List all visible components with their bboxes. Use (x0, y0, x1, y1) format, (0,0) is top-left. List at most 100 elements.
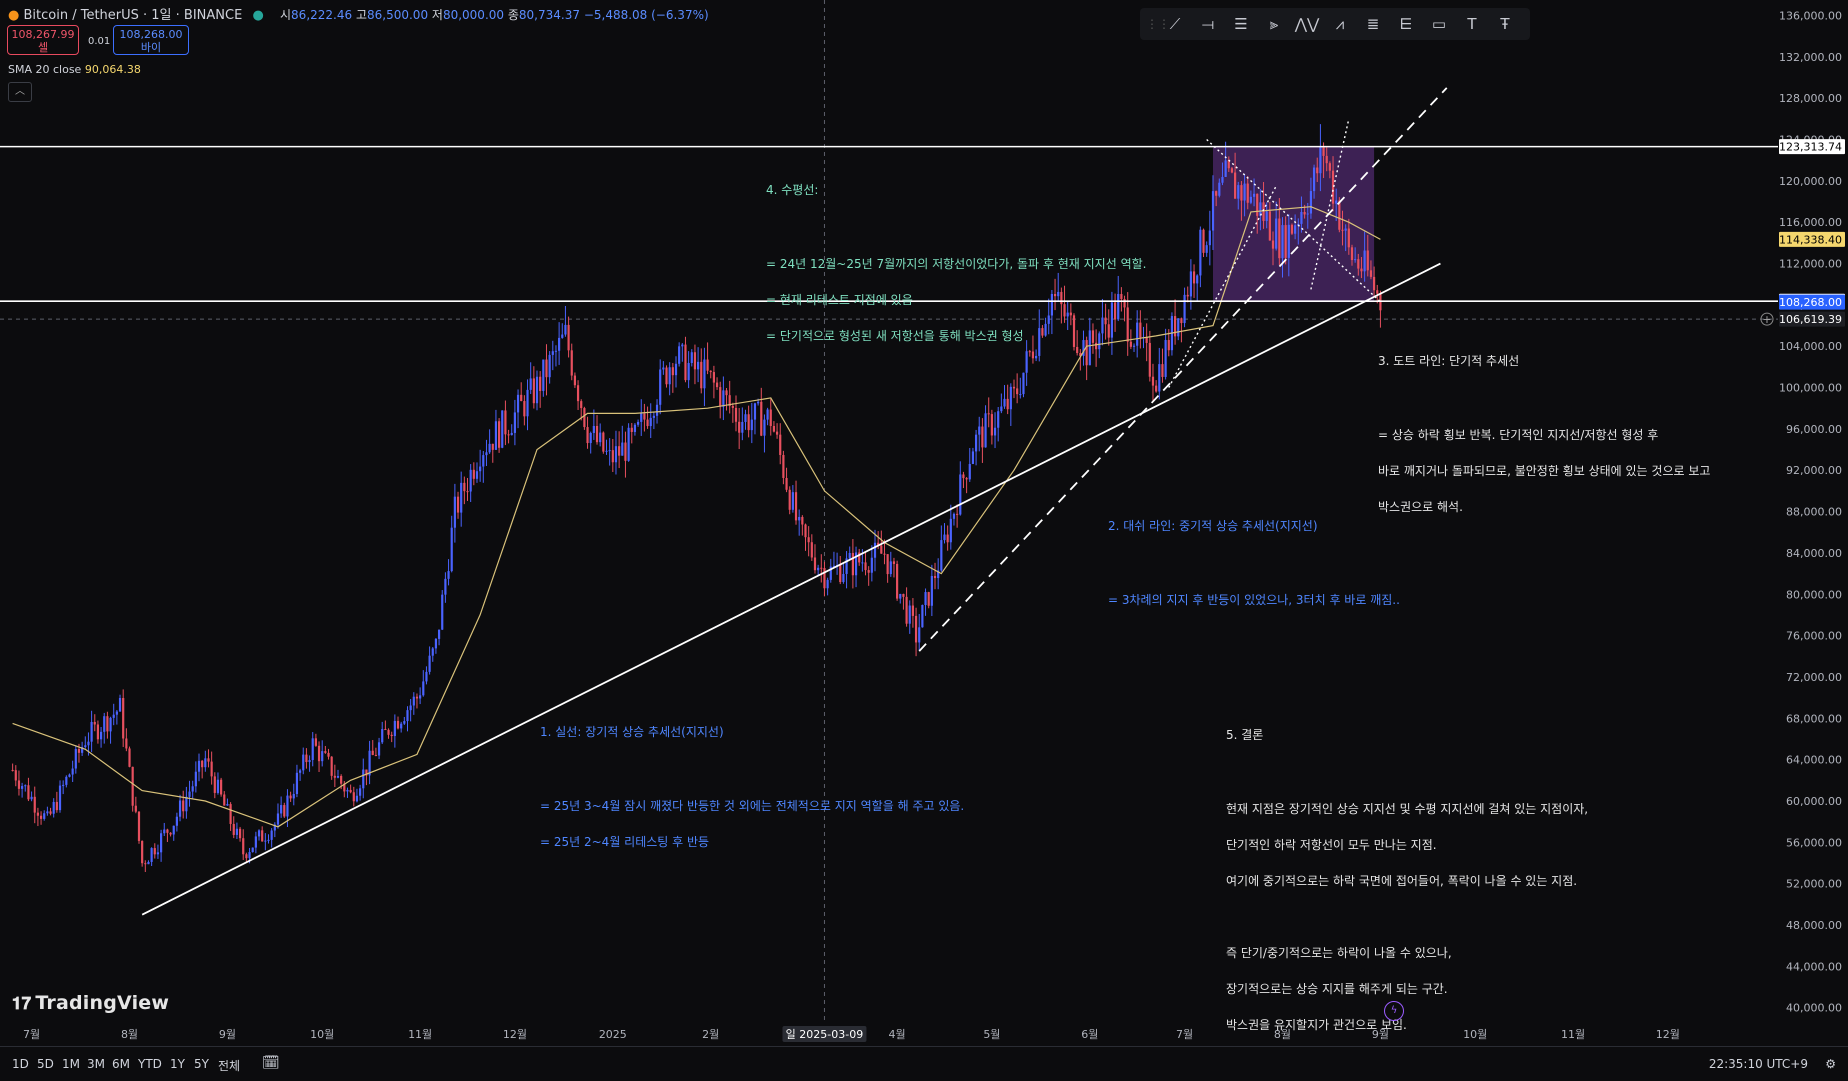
calendar-icon[interactable]: 🗓 (262, 1055, 280, 1071)
x-tick-label: 2025 (599, 1028, 627, 1041)
parallel-channel-icon[interactable]: ☰ (1234, 15, 1248, 33)
range-6m[interactable]: 6M (112, 1057, 130, 1071)
annotation-2[interactable]: 2. 대쉬 라인: 중기적 상승 추세선(지지선) = 3차례의 지지 후 반등… (1108, 496, 1400, 618)
candle-body (1357, 259, 1360, 269)
range-5y[interactable]: 5Y (194, 1057, 209, 1071)
range-1d[interactable]: 1D (12, 1057, 29, 1071)
candle-body (1079, 352, 1082, 356)
ray-icon[interactable]: ⟞ (1201, 15, 1215, 33)
candle-body (336, 775, 340, 778)
candle-body (1284, 225, 1287, 258)
trend-line-icon[interactable]: ⟋ (1169, 15, 1181, 33)
annotation-4[interactable]: 4. 수평선: = 24년 12월~25년 7월까지의 저항선이었다가, 돌파 … (766, 160, 1146, 354)
candle-body (542, 359, 545, 391)
candle-body (384, 729, 387, 731)
y-tick-label: 100,000.00 (1779, 382, 1842, 395)
candle-body (1196, 275, 1199, 284)
candle-body (93, 721, 96, 725)
candle-body (870, 557, 873, 573)
candle-body (1268, 211, 1271, 241)
abcd-pattern-icon[interactable]: ⋀⋁ (1294, 15, 1320, 33)
chevron-up-icon[interactable]: ︿ (8, 82, 32, 102)
candle-body (491, 443, 494, 450)
candle-body (1208, 230, 1211, 246)
candle-body (1240, 185, 1243, 201)
dotted-trendline (1168, 185, 1277, 388)
candle-body (554, 350, 558, 352)
candle-body (450, 527, 453, 572)
candle-body (681, 344, 684, 347)
candle-body (1085, 340, 1088, 366)
candle-body (561, 334, 564, 338)
pitchfork-icon[interactable]: ⫸ (1269, 15, 1279, 33)
candle-body (924, 592, 927, 606)
candle-body (1344, 228, 1347, 231)
candle-body (1044, 323, 1047, 336)
tradingview-logo[interactable]: 𝟏𝟕 TradingView (12, 992, 169, 1014)
y-tick-label: 44,000.00 (1786, 960, 1842, 973)
symbol-title[interactable]: ● Bitcoin / TetherUS · 1일 · BINANCE ● (8, 4, 264, 23)
rectangle-icon[interactable]: ▭ (1431, 15, 1447, 33)
buy-button[interactable]: 108,268.00 바이 (113, 25, 189, 55)
candle-body (494, 421, 498, 450)
candle-body (1035, 355, 1038, 359)
candle-body (687, 363, 690, 381)
candle-body (1123, 299, 1126, 308)
range-1y[interactable]: 1Y (170, 1057, 185, 1071)
sma-legend[interactable]: SMA 20 close 90,064.38 (8, 63, 141, 76)
candle-body (636, 421, 640, 425)
candle-body (191, 786, 194, 792)
candle-body (1082, 340, 1085, 356)
candle-body (1360, 268, 1363, 272)
candle-body (693, 352, 697, 370)
candle-body (1050, 293, 1053, 316)
candle-body (1009, 386, 1012, 410)
low-value: 80,000.00 (442, 8, 505, 22)
range-ytd[interactable]: YTD (138, 1057, 162, 1071)
candle-body (1136, 322, 1139, 346)
candle-body (1372, 276, 1376, 291)
fib-extension-icon[interactable]: ⋿ (1399, 15, 1413, 33)
candle-body (883, 553, 886, 555)
annotation-5[interactable]: 5. 결론 현재 지점은 장기적인 상승 지지선 및 수평 지지선에 걸쳐 있는… (1226, 705, 1588, 1043)
candle-body (1376, 290, 1379, 294)
fib-retracement-icon[interactable]: ≣ (1366, 15, 1380, 33)
candle-body (235, 828, 239, 835)
xabcd-pattern-icon[interactable]: ⩘ (1335, 15, 1345, 33)
candle-body (340, 775, 343, 784)
text-icon[interactable]: T (1467, 15, 1477, 33)
candle-body (1287, 224, 1290, 258)
y-tick-label: 132,000.00 (1779, 51, 1842, 64)
price-label-bg (1779, 294, 1845, 310)
candle-body (381, 729, 384, 743)
candle-body (952, 513, 956, 519)
candle-body (839, 565, 842, 583)
annotation-4-title: 4. 수평선: (766, 183, 819, 197)
candle-body (747, 414, 750, 431)
y-tick-label: 120,000.00 (1779, 175, 1842, 188)
range-1m[interactable]: 1M (62, 1057, 80, 1071)
gear-icon[interactable]: ⚙ (1825, 1057, 1836, 1071)
sell-button[interactable]: 108,267.99 셀 (7, 25, 79, 55)
candle-body (324, 751, 327, 753)
candle-body (1060, 291, 1063, 305)
candle-body (965, 478, 968, 480)
candle-body (956, 513, 959, 515)
candle-body (1019, 394, 1022, 396)
text-note-icon[interactable]: Ŧ (1500, 15, 1510, 33)
range-3m[interactable]: 3M (87, 1057, 105, 1071)
annotation-3[interactable]: 3. 도트 라인: 단기적 추세선 = 상승 하락 횡보 반복. 단기적인 지지… (1378, 331, 1710, 525)
candle-body (207, 758, 210, 762)
grip-icon[interactable]: ⋮⋮ (1146, 17, 1170, 31)
annotation-1[interactable]: 1. 실선: 장기적 상승 추세선(지지선) = 25년 3~4월 잠시 깨졌다… (540, 702, 964, 860)
candle-body (643, 413, 646, 420)
lightning-icon[interactable]: ϟ (1384, 1001, 1404, 1021)
candle-body (823, 568, 826, 589)
x-tick-label: 10월 (310, 1028, 334, 1041)
candle-body (583, 408, 586, 428)
range-5d[interactable]: 5D (37, 1057, 54, 1071)
range-all[interactable]: 전체 (218, 1059, 241, 1073)
annotation-5-line: 장기적으로는 상승 지지를 해주게 되는 구간. (1226, 982, 1448, 996)
sma-value: 90,064.38 (84, 63, 141, 76)
